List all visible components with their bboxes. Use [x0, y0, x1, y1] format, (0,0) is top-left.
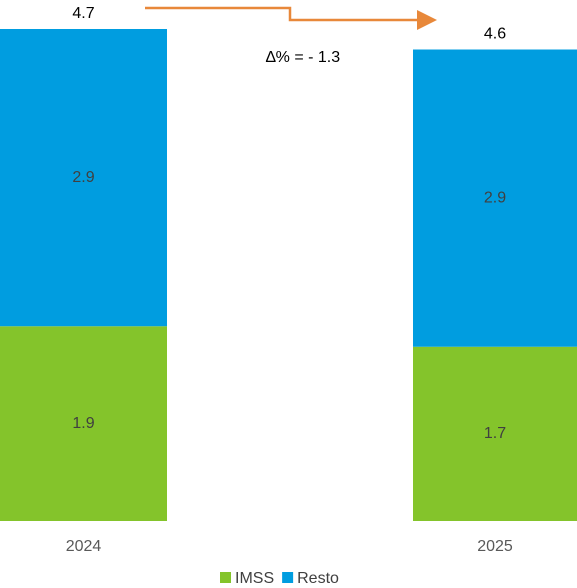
bar-segment [0, 29, 167, 327]
legend-label: Resto [297, 570, 339, 587]
segment-label: 2.9 [484, 189, 506, 206]
total-label: 4.6 [484, 26, 506, 43]
segment-label: 1.7 [484, 425, 506, 442]
bar-segment [413, 49, 577, 347]
bar-segment [413, 346, 577, 521]
segment-label: 1.9 [72, 415, 94, 432]
legend-label: IMSS [235, 570, 274, 587]
change-arrow [145, 6, 437, 30]
x-tick-label: 2025 [477, 538, 513, 555]
segment-label: 2.9 [72, 169, 94, 186]
legend-swatch [282, 572, 294, 583]
bar-segment [0, 326, 167, 521]
annotation: ∆% = - 1.3 [266, 49, 340, 66]
x-tick-label: 2024 [66, 538, 102, 555]
total-label: 4.7 [72, 5, 94, 22]
legend-swatch [220, 572, 231, 583]
